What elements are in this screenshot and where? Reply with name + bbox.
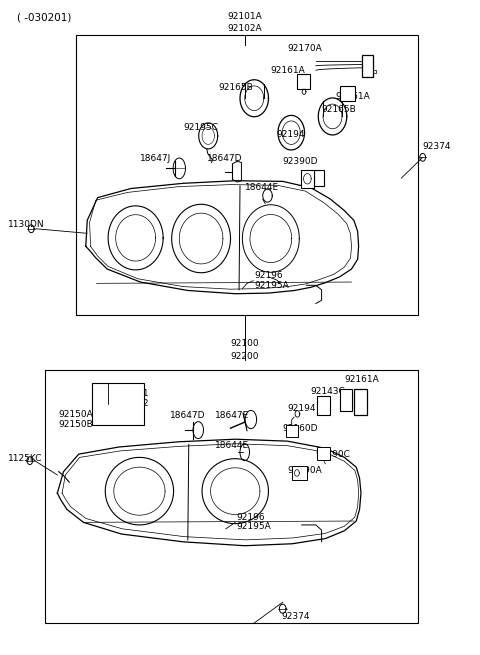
Text: 18644E: 18644E	[245, 183, 279, 193]
Text: 92195C: 92195C	[183, 123, 218, 132]
Text: ( -030201): ( -030201)	[17, 12, 72, 22]
Text: 92200: 92200	[230, 352, 259, 361]
Text: 92194: 92194	[276, 130, 305, 139]
Text: 92161A: 92161A	[271, 66, 306, 75]
Bar	[362, 55, 373, 77]
Text: 18644E: 18644E	[215, 441, 249, 450]
Text: 92160D: 92160D	[283, 424, 318, 433]
Bar	[313, 170, 324, 186]
Text: 18647D: 18647D	[207, 154, 242, 163]
Text: 92170A: 92170A	[288, 44, 322, 53]
Text: 92194: 92194	[288, 403, 316, 413]
Text: 92002: 92002	[120, 399, 149, 408]
Text: 92195A: 92195A	[254, 282, 289, 290]
Text: 92195A: 92195A	[237, 523, 271, 531]
Text: 92102A: 92102A	[228, 24, 262, 33]
Bar	[301, 170, 314, 188]
Bar	[340, 388, 352, 411]
Text: 92001: 92001	[120, 389, 149, 398]
Text: 92150A: 92150A	[59, 410, 94, 419]
Bar	[76, 35, 418, 314]
Bar	[92, 383, 144, 425]
Text: 92150B: 92150B	[59, 421, 94, 430]
Text: 92374: 92374	[423, 142, 451, 151]
Text: 92143C: 92143C	[310, 386, 345, 396]
Text: 92196: 92196	[237, 513, 265, 521]
Text: 92390D: 92390D	[283, 157, 318, 166]
Bar	[292, 466, 307, 480]
Text: 92190C: 92190C	[315, 449, 350, 458]
Bar	[297, 74, 310, 88]
Text: 92165B: 92165B	[322, 105, 356, 114]
Text: 18647J: 18647J	[140, 154, 172, 163]
Text: 1130DN: 1130DN	[8, 220, 44, 229]
Text: 92374: 92374	[282, 612, 310, 621]
Bar	[46, 369, 418, 623]
Bar	[340, 86, 355, 102]
Text: 18647E: 18647E	[215, 411, 249, 421]
Text: 92161A: 92161A	[344, 375, 379, 384]
Text: 92100: 92100	[230, 339, 259, 348]
Bar	[317, 396, 330, 415]
Bar	[317, 447, 330, 460]
Text: 18647D: 18647D	[170, 411, 206, 421]
Text: 92190A: 92190A	[288, 466, 322, 475]
Text: 1125KC: 1125KC	[8, 454, 42, 463]
Bar	[354, 389, 367, 415]
Bar	[287, 425, 298, 437]
Text: 92196: 92196	[254, 271, 283, 280]
Text: 92165B: 92165B	[219, 83, 253, 92]
Text: 92161A: 92161A	[335, 92, 370, 102]
Text: 92101A: 92101A	[228, 12, 262, 21]
